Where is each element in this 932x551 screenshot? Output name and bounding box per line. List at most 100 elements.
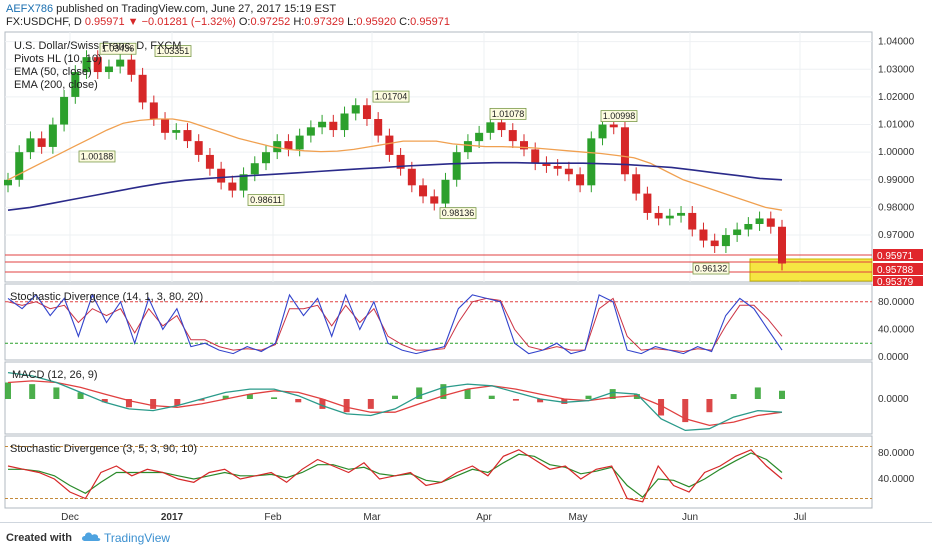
macd-histogram-bar	[29, 384, 36, 399]
macd-histogram-bar	[440, 384, 447, 399]
price-y-tick: 1.04000	[878, 37, 915, 48]
candle-body	[497, 122, 506, 131]
author-link[interactable]: AEFX786	[6, 3, 54, 15]
candle-body	[452, 152, 461, 180]
pivot-label: 1.03351	[157, 46, 190, 56]
candle-body	[172, 130, 181, 133]
macd-histogram-bar	[77, 392, 84, 399]
candle-body	[37, 138, 46, 147]
chart-canvas[interactable]: 1.03436 1.03351 1.00188 0.98611 1.01704 1.010…	[0, 30, 932, 522]
candle-body	[407, 168, 416, 186]
price-y-tick: 1.02000	[878, 92, 915, 103]
pivot-label: 1.01078	[492, 109, 525, 119]
pivot-label: 0.96132	[695, 264, 728, 274]
macd-histogram-bar	[706, 399, 713, 413]
price-y-tick: 0.98000	[878, 202, 915, 213]
candle-body	[318, 121, 327, 128]
macd-histogram-bar	[174, 399, 181, 406]
stoch1-d-line	[7, 297, 783, 353]
open-label: O:	[238, 16, 251, 28]
last-price: 0.95971	[84, 16, 125, 28]
candle-body	[262, 152, 270, 164]
candle-body	[284, 141, 293, 150]
time-axis[interactable]: Dec 2017 Feb Mar Apr May Jun Jul	[5, 507, 872, 522]
stochastic-pane-2[interactable]: 80.0000 40.0000 Stochastic Divergence (3,…	[4, 435, 915, 509]
low-value: 0.95920	[356, 16, 397, 28]
pivot-label-box	[99, 42, 137, 55]
candle-body	[486, 122, 495, 133]
time-axis-tick: May	[569, 512, 588, 522]
candle-body	[60, 96, 69, 125]
candle-body	[396, 154, 405, 169]
pivot-label: 0.98611	[250, 195, 282, 205]
candle-body	[48, 124, 57, 147]
published-text: published on TradingView.com, June 27, 2…	[56, 3, 337, 15]
high-value: 0.97329	[304, 16, 345, 28]
stoch1-y-tick: 40.0000	[878, 324, 915, 335]
candle-body	[632, 174, 641, 194]
stochastic-pane-1[interactable]: 80.0000 40.0000 0.0000 Stochastic Divergen…	[4, 283, 915, 363]
macd-line	[7, 371, 783, 432]
footer-bar: Created with TradingView	[0, 522, 932, 551]
pivot-label-box	[692, 262, 730, 275]
macd-histogram-bar	[319, 399, 326, 409]
candle-body	[306, 127, 315, 136]
candle-body	[205, 154, 214, 169]
candle-body	[463, 141, 472, 153]
macd-histogram-bar	[150, 399, 157, 409]
macd-histogram-bar	[512, 399, 519, 401]
macd-histogram-bar	[658, 399, 665, 416]
price-pane[interactable]: 1.03436 1.03351 1.00188 0.98611 1.01704 1.010…	[4, 31, 923, 288]
pivot-label-box	[78, 150, 116, 163]
macd-histogram-bar	[295, 399, 302, 403]
high-label: H:	[293, 16, 305, 28]
macd-title: MACD (12, 26, 9)	[12, 369, 98, 381]
symbol-label: FX:USDCHF, D	[6, 16, 82, 28]
macd-histogram-bar	[464, 389, 471, 399]
candle-body	[587, 138, 596, 186]
candle-body	[82, 57, 91, 73]
macd-histogram-bar	[609, 389, 616, 399]
candle-body	[217, 168, 226, 183]
macd-pane[interactable]: 0.0000 MACD (12, 26, 9)	[4, 361, 909, 435]
ema50-line	[7, 118, 783, 211]
candle-body	[4, 179, 12, 186]
pivot-label-box	[154, 45, 192, 57]
price-tag-2-label: 0.95788	[877, 265, 914, 276]
macd-y-tick: 0.0000	[878, 394, 909, 405]
candle-body	[744, 223, 753, 230]
candle-body	[239, 174, 248, 191]
pivot-label: 1.01704	[375, 92, 408, 102]
tradingview-brand[interactable]: TradingView	[104, 531, 171, 545]
stoch1-y-tick: 0.0000	[878, 352, 909, 363]
pivot-label: 1.03436	[102, 44, 135, 54]
candle-body	[149, 102, 158, 120]
candle-body	[116, 59, 125, 67]
pivot-label-box	[372, 90, 410, 103]
candle-body	[329, 121, 338, 131]
macd-histogram-bar	[101, 399, 108, 403]
candle-body	[183, 130, 192, 142]
macd-histogram-bar	[5, 382, 11, 399]
macd-histogram-bar	[537, 399, 544, 403]
price-tag-2	[873, 263, 923, 275]
candle-body	[508, 130, 517, 142]
stoch2-y-tick: 40.0000	[878, 474, 915, 485]
legend-ema50: EMA (50, close)	[14, 66, 92, 78]
stoch1-k-line	[7, 293, 783, 355]
macd-histogram-bar	[633, 394, 640, 399]
price-tag-1	[873, 249, 923, 261]
macd-histogram-bar	[271, 397, 278, 399]
candle-body	[430, 196, 439, 204]
macd-signal-line	[7, 380, 783, 427]
ohlc-line: FX:USDCHF, D 0.95971 ▼ −0.01281 (−1.32%)…	[6, 16, 450, 28]
close-label: C:	[399, 16, 411, 28]
down-arrow-icon: ▼	[127, 16, 139, 28]
candle-body	[295, 135, 304, 150]
ema200-line	[7, 161, 783, 211]
macd-histogram-bar	[125, 399, 132, 408]
pivot-label-box	[247, 194, 285, 206]
candle-body	[362, 105, 371, 120]
legend-pivots: Pivots HL (10, 10)	[14, 53, 102, 65]
macd-histogram-bar	[246, 394, 253, 399]
